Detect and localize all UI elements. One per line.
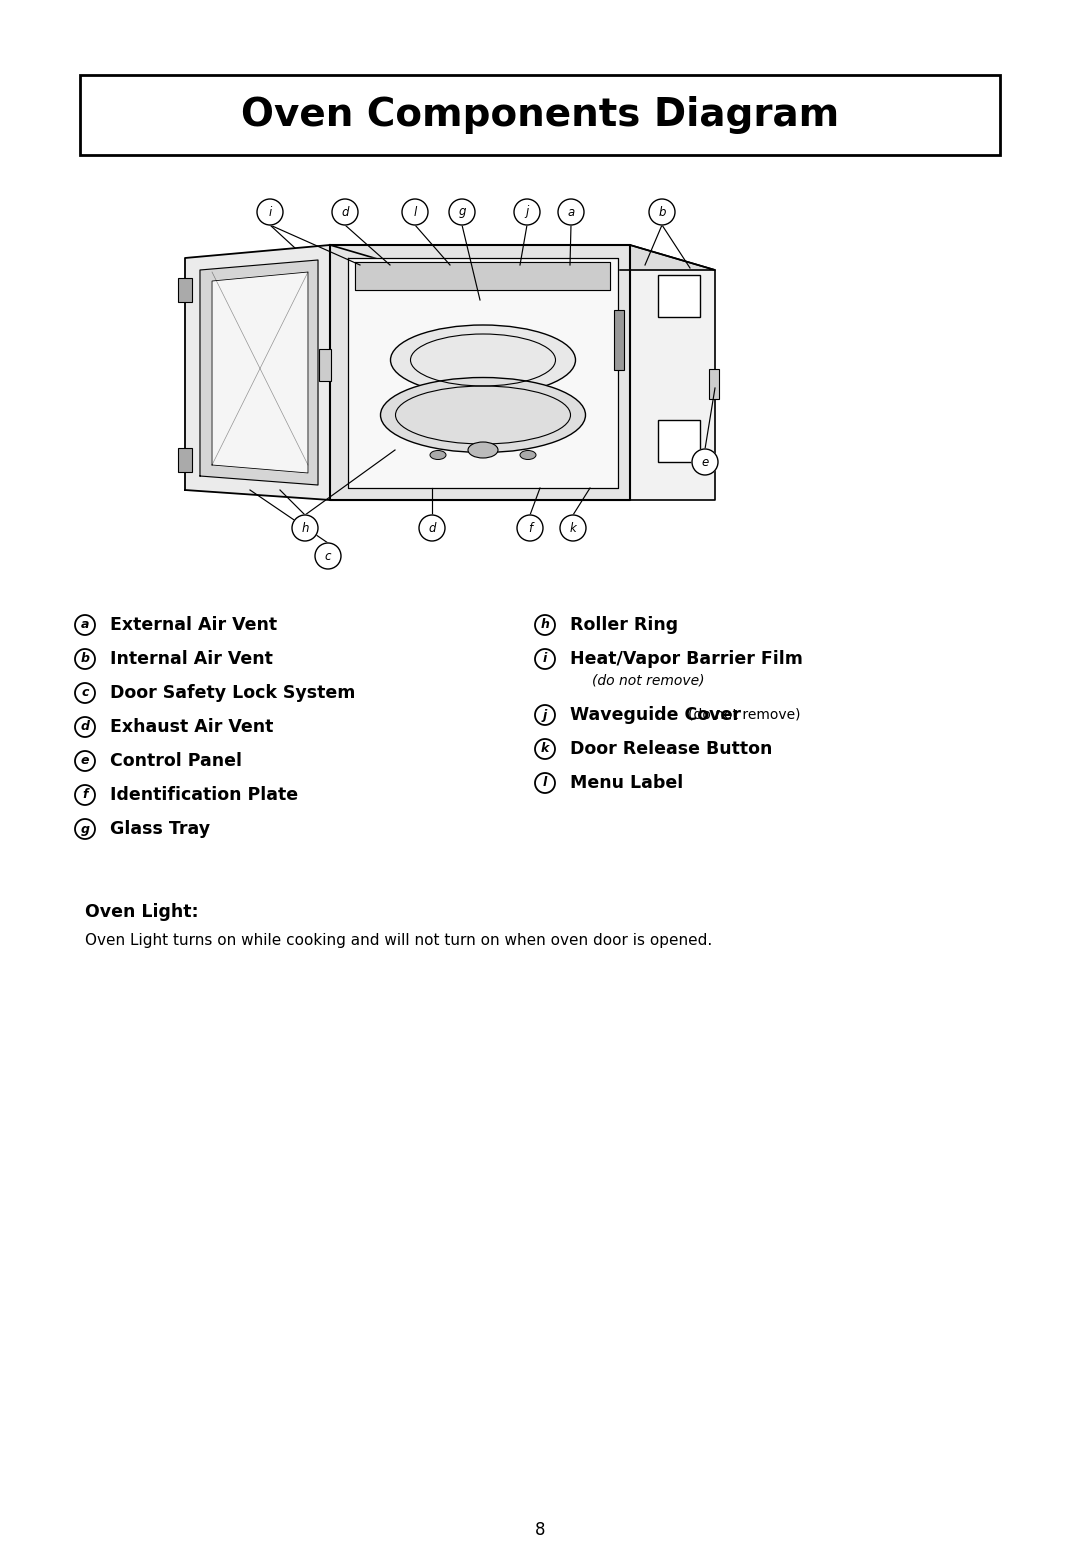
Circle shape bbox=[315, 543, 341, 570]
FancyBboxPatch shape bbox=[178, 448, 192, 473]
Polygon shape bbox=[630, 246, 715, 499]
Text: Control Panel: Control Panel bbox=[110, 753, 242, 770]
Ellipse shape bbox=[468, 441, 498, 459]
Polygon shape bbox=[185, 246, 330, 499]
Text: (do not remove): (do not remove) bbox=[688, 707, 800, 721]
Ellipse shape bbox=[391, 326, 576, 394]
Circle shape bbox=[257, 199, 283, 225]
Text: j: j bbox=[525, 205, 528, 219]
Circle shape bbox=[75, 615, 95, 635]
FancyBboxPatch shape bbox=[658, 275, 700, 318]
Text: 8: 8 bbox=[535, 1521, 545, 1538]
Circle shape bbox=[561, 515, 586, 541]
Text: g: g bbox=[81, 823, 90, 836]
Circle shape bbox=[449, 199, 475, 225]
Circle shape bbox=[75, 717, 95, 737]
Circle shape bbox=[402, 199, 428, 225]
Text: d: d bbox=[341, 205, 349, 219]
FancyBboxPatch shape bbox=[319, 349, 330, 380]
Text: Door Release Button: Door Release Button bbox=[570, 740, 772, 757]
Text: g: g bbox=[458, 205, 465, 219]
Text: e: e bbox=[81, 754, 90, 767]
Text: d: d bbox=[429, 521, 435, 535]
Text: l: l bbox=[543, 776, 548, 789]
Circle shape bbox=[75, 818, 95, 839]
FancyBboxPatch shape bbox=[178, 279, 192, 302]
Text: a: a bbox=[81, 618, 90, 632]
Text: c: c bbox=[325, 549, 332, 562]
Circle shape bbox=[419, 515, 445, 541]
Circle shape bbox=[75, 682, 95, 703]
Ellipse shape bbox=[380, 377, 585, 452]
Circle shape bbox=[649, 199, 675, 225]
Text: (do not remove): (do not remove) bbox=[592, 675, 704, 689]
Text: c: c bbox=[81, 687, 89, 700]
Text: d: d bbox=[81, 720, 90, 734]
Text: i: i bbox=[543, 653, 548, 665]
Text: f: f bbox=[82, 789, 87, 801]
FancyBboxPatch shape bbox=[708, 369, 719, 399]
Circle shape bbox=[558, 199, 584, 225]
Text: Oven Components Diagram: Oven Components Diagram bbox=[241, 95, 839, 135]
Polygon shape bbox=[355, 261, 610, 290]
Text: l: l bbox=[414, 205, 417, 219]
Circle shape bbox=[75, 751, 95, 772]
Circle shape bbox=[692, 449, 718, 476]
Ellipse shape bbox=[519, 451, 536, 460]
Text: h: h bbox=[541, 618, 550, 632]
Text: Menu Label: Menu Label bbox=[570, 775, 684, 792]
Polygon shape bbox=[200, 260, 318, 485]
Text: e: e bbox=[701, 455, 708, 468]
Polygon shape bbox=[330, 246, 715, 271]
Ellipse shape bbox=[430, 451, 446, 460]
Text: Door Safety Lock System: Door Safety Lock System bbox=[110, 684, 355, 703]
Circle shape bbox=[75, 649, 95, 668]
Circle shape bbox=[517, 515, 543, 541]
Text: b: b bbox=[658, 205, 665, 219]
Text: Oven Light:: Oven Light: bbox=[85, 903, 199, 920]
Circle shape bbox=[535, 773, 555, 793]
Polygon shape bbox=[212, 272, 308, 473]
Text: Identification Plate: Identification Plate bbox=[110, 786, 298, 804]
FancyBboxPatch shape bbox=[615, 310, 624, 369]
Text: Glass Tray: Glass Tray bbox=[110, 820, 211, 837]
Text: Internal Air Vent: Internal Air Vent bbox=[110, 649, 273, 668]
Text: k: k bbox=[541, 742, 550, 756]
Text: Roller Ring: Roller Ring bbox=[570, 617, 678, 634]
Circle shape bbox=[535, 649, 555, 668]
Text: k: k bbox=[569, 521, 577, 535]
Text: a: a bbox=[567, 205, 575, 219]
Circle shape bbox=[535, 615, 555, 635]
Circle shape bbox=[535, 739, 555, 759]
Circle shape bbox=[514, 199, 540, 225]
Text: b: b bbox=[81, 653, 90, 665]
Text: j: j bbox=[543, 709, 548, 721]
FancyBboxPatch shape bbox=[658, 419, 700, 462]
FancyBboxPatch shape bbox=[80, 75, 1000, 155]
Circle shape bbox=[75, 786, 95, 804]
Text: Waveguide Cover: Waveguide Cover bbox=[570, 706, 741, 725]
Text: h: h bbox=[301, 521, 309, 535]
Circle shape bbox=[535, 704, 555, 725]
Text: Heat/Vapor Barrier Film: Heat/Vapor Barrier Film bbox=[570, 649, 802, 668]
Polygon shape bbox=[348, 258, 618, 488]
Text: Exhaust Air Vent: Exhaust Air Vent bbox=[110, 718, 273, 736]
Circle shape bbox=[332, 199, 357, 225]
Text: External Air Vent: External Air Vent bbox=[110, 617, 278, 634]
Polygon shape bbox=[330, 246, 630, 499]
Text: i: i bbox=[268, 205, 272, 219]
Text: Oven Light turns on while cooking and will not turn on when oven door is opened.: Oven Light turns on while cooking and wi… bbox=[85, 933, 712, 948]
Text: f: f bbox=[528, 521, 532, 535]
Circle shape bbox=[292, 515, 318, 541]
